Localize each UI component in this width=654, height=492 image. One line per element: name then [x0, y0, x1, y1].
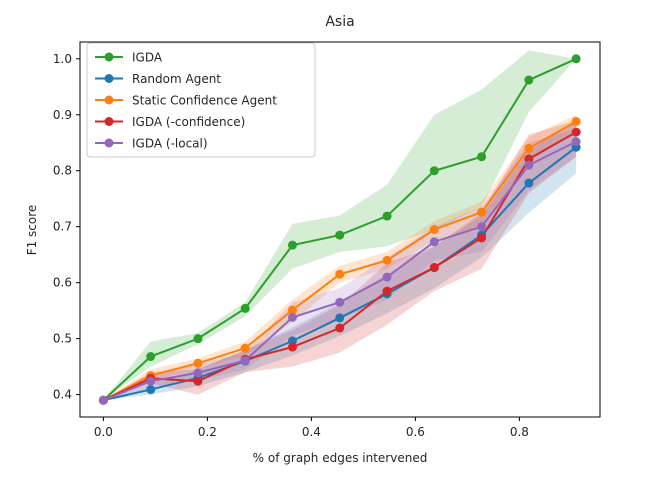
igda-point: [429, 166, 439, 176]
chart-title: Asia: [325, 14, 354, 30]
random-agent-point: [287, 336, 297, 346]
igda-local-point: [382, 272, 392, 282]
static-confidence-agent-legend-marker: [104, 95, 114, 105]
igda-band: [103, 50, 577, 401]
random-agent-legend-marker: [104, 74, 114, 83]
igda-confidence-point: [524, 154, 534, 164]
x-tick-label: 0.2: [198, 425, 217, 439]
igda-local-point: [571, 137, 581, 147]
y-axis-label: F1 score: [25, 205, 39, 256]
igda-local-point: [98, 395, 108, 405]
igda-local-point: [429, 237, 439, 247]
igda-point: [287, 240, 297, 250]
static-confidence-agent-point: [382, 255, 392, 265]
static-confidence-agent-point: [287, 305, 297, 315]
igda-confidence-point: [287, 342, 297, 352]
igda-point: [146, 352, 156, 362]
igda-confidence-point: [429, 263, 439, 273]
random-agent-point: [335, 313, 345, 323]
x-tick-label: 0.6: [406, 425, 425, 439]
y-tick-label: 0.5: [53, 332, 72, 346]
x-axis-ticks: 0.0 0.2 0.4 0.6 0.8: [94, 417, 529, 439]
random-agent-point: [146, 385, 156, 395]
static-confidence-agent-point: [524, 143, 534, 153]
static-confidence-agent-legend-label: Static Confidence Agent: [132, 94, 277, 108]
igda-confidence-point: [477, 233, 487, 243]
igda-confidence-point: [571, 127, 581, 137]
igda-local-point: [240, 355, 250, 365]
igda-point: [382, 211, 392, 221]
igda-legend-marker: [104, 52, 114, 62]
y-tick-label: 0.6: [53, 276, 72, 290]
static-confidence-agent-point: [193, 358, 203, 368]
y-tick-label: 1.0: [53, 52, 72, 66]
y-tick-label: 0.8: [53, 164, 72, 178]
static-confidence-agent-point: [477, 207, 487, 217]
igda-local-point: [335, 297, 345, 307]
igda-point: [571, 54, 581, 64]
static-confidence-agent-point: [240, 343, 250, 353]
y-tick-label: 0.7: [53, 220, 72, 234]
legend: IGDA Random Agent Static Confidence Agent I…: [86, 42, 316, 158]
igda-point: [477, 152, 487, 162]
x-tick-label: 0.8: [510, 425, 529, 439]
igda-confidence-legend-marker: [104, 117, 114, 126]
plot-frame: [79, 41, 601, 418]
igda-local-point: [477, 222, 487, 232]
igda-point: [524, 75, 534, 85]
x-axis-label: % of graph edges intervened: [253, 451, 428, 465]
igda-point: [240, 303, 250, 313]
igda-local-point: [146, 376, 156, 386]
igda-confidence-point: [335, 323, 345, 333]
y-axis-ticks: 0.4 0.5 0.6 0.7 0.8 0.9 1.0: [53, 52, 80, 402]
igda-local-legend-label: IGDA (-local): [132, 137, 208, 151]
series-points: [98, 54, 581, 405]
igda-local-point: [287, 312, 297, 322]
static-confidence-agent-point: [429, 225, 439, 234]
igda-confidence-point: [193, 376, 203, 386]
igda-confidence-point: [382, 286, 392, 296]
igda-local-point: [524, 160, 534, 170]
igda-local-legend-marker: [104, 138, 114, 148]
igda-point: [193, 334, 203, 344]
x-tick-label: 0.0: [94, 425, 113, 439]
y-tick-label: 0.9: [53, 108, 72, 122]
static-confidence-agent-point: [571, 116, 581, 126]
y-tick-label: 0.4: [53, 388, 72, 402]
igda-point: [335, 230, 345, 240]
static-confidence-agent-point: [335, 269, 345, 279]
x-tick-label: 0.4: [302, 425, 321, 439]
random-agent-point: [524, 178, 534, 188]
random-agent-legend-label: Random Agent: [132, 72, 221, 86]
igda-local-point: [193, 368, 203, 378]
igda-legend-label: IGDA: [132, 51, 163, 65]
legend-box: [86, 42, 316, 158]
igda-confidence-legend-label: IGDA (-confidence): [132, 115, 245, 129]
